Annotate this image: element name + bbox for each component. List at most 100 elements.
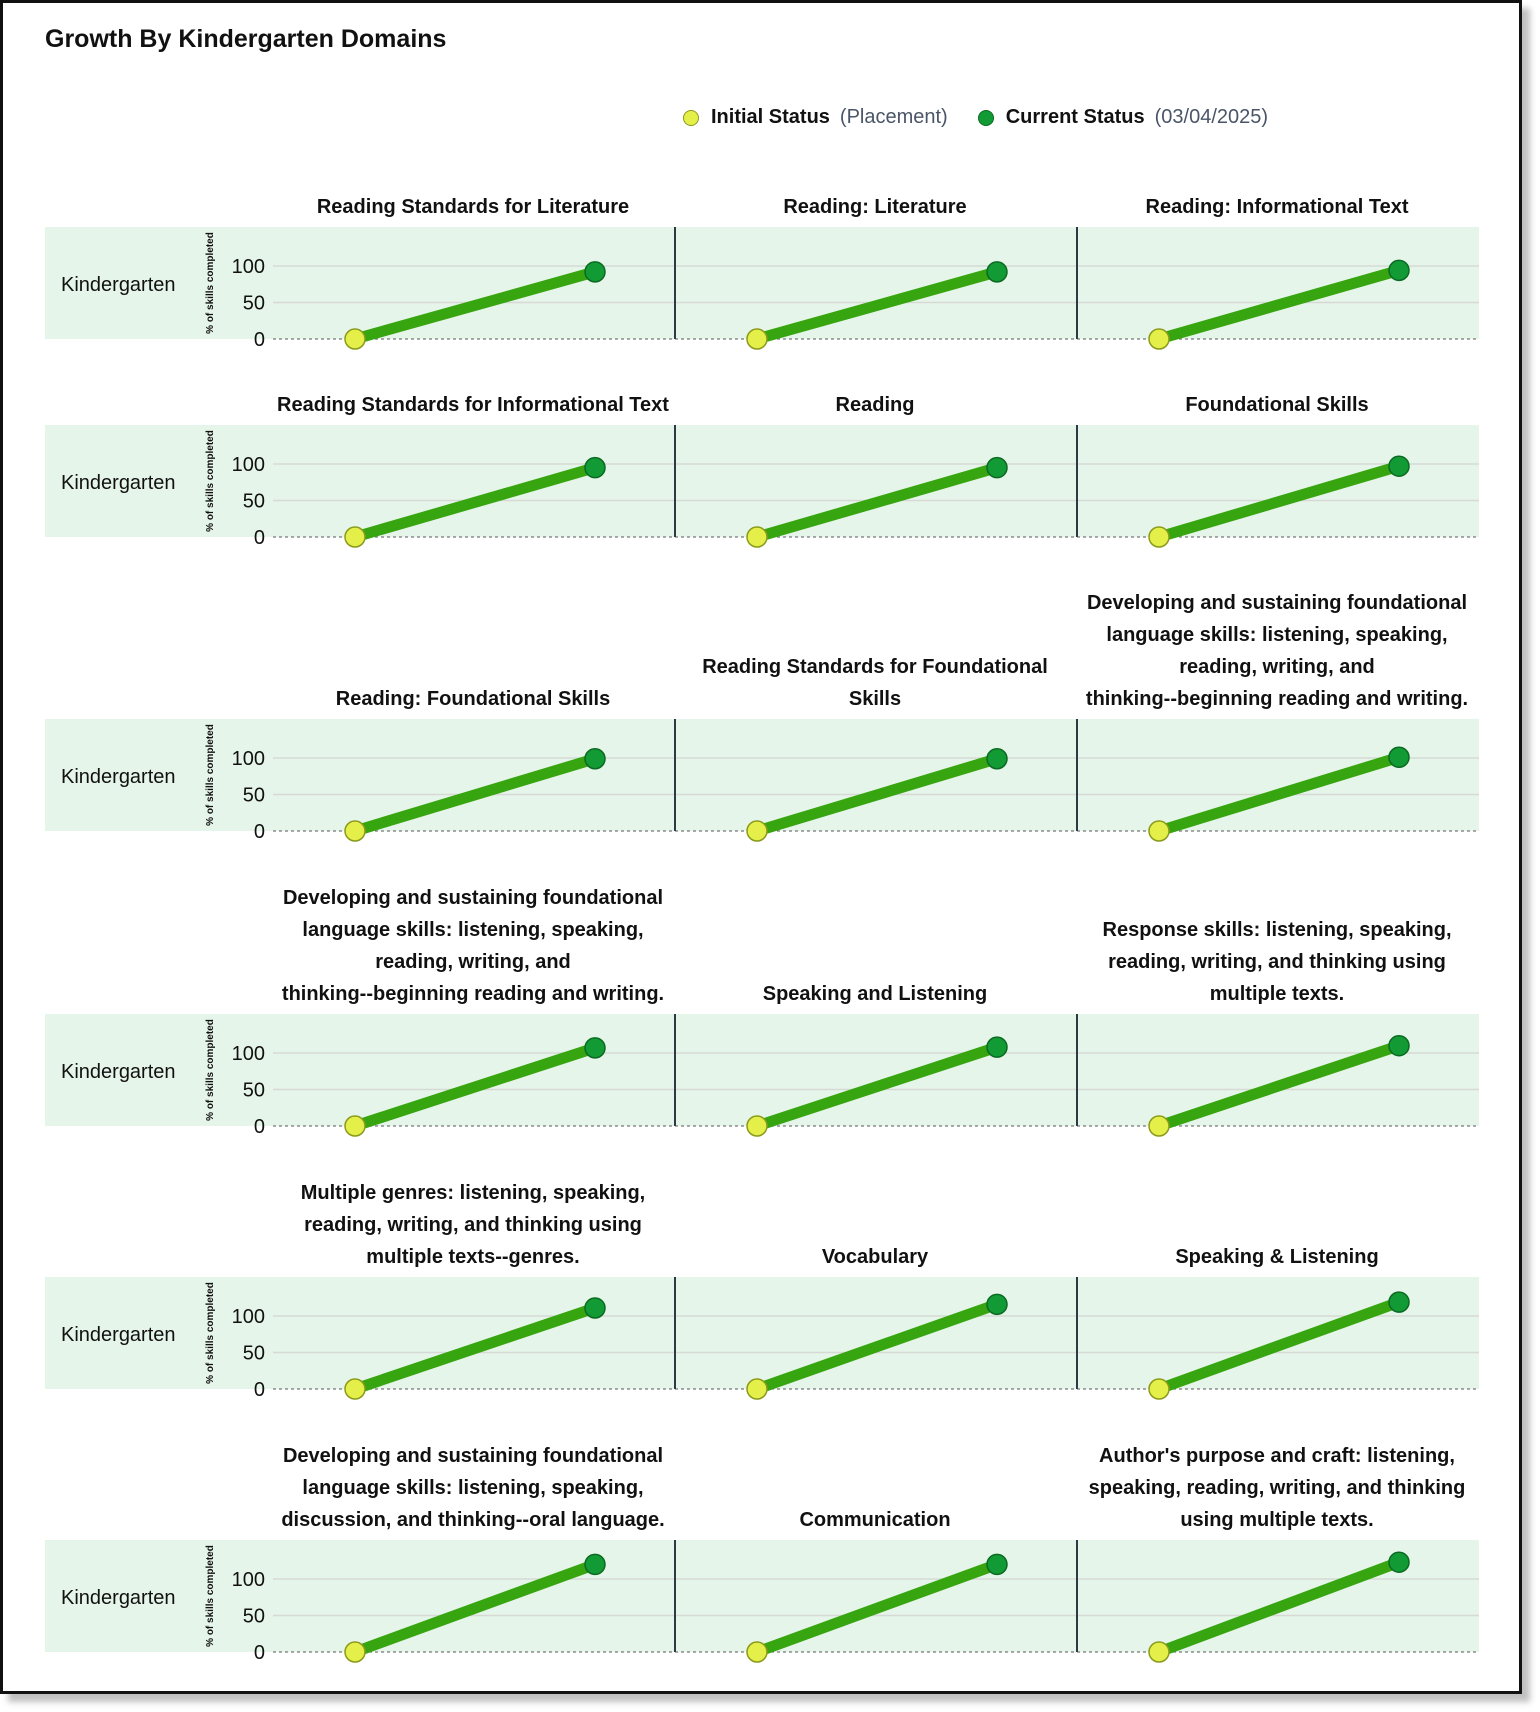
legend-initial-label: Initial Status: [711, 106, 830, 128]
initial-status-point: [746, 1115, 768, 1137]
panel-title: thinking--beginning reading and writing.: [282, 983, 664, 1005]
growth-line: [751, 1298, 1003, 1395]
panel-title: language skills: listening, speaking,: [302, 1477, 643, 1499]
panel-title: reading, writing, and thinking using: [304, 1214, 642, 1236]
panel-title: Reading: Informational Text: [1146, 196, 1409, 218]
initial-status-point: [344, 1378, 366, 1400]
row-label: Kindergarten: [61, 472, 176, 494]
y-tick-label: 50: [243, 1606, 265, 1628]
row-label: Kindergarten: [61, 1061, 176, 1083]
panel-title: language skills: listening, speaking,: [302, 919, 643, 941]
initial-status-point: [1148, 526, 1170, 548]
y-axis-title: % of skills completed: [205, 232, 216, 334]
y-tick-label: 100: [232, 1306, 265, 1328]
y-tick-label: 50: [243, 785, 265, 807]
current-status-point: [1388, 259, 1410, 282]
panel-title: Developing and sustaining foundational: [1087, 592, 1467, 614]
current-status-point: [1388, 1291, 1410, 1313]
initial-status-point: [344, 1641, 366, 1663]
page-title: Growth By Kindergarten Domains: [45, 25, 447, 53]
y-tick-label: 100: [232, 1569, 265, 1591]
panel-title: multiple texts--genres.: [366, 1246, 579, 1268]
panel-title: Reading: Literature: [783, 196, 966, 218]
y-axis-title: % of skills completed: [205, 1545, 216, 1647]
y-axis-title: % of skills completed: [205, 1282, 216, 1384]
y-axis-title: % of skills completed: [205, 724, 216, 826]
y-tick-label: 0: [254, 1379, 265, 1401]
panel-title: Vocabulary: [822, 1246, 929, 1268]
initial-status-point: [746, 1378, 768, 1400]
panel-title: Reading: Foundational Skills: [336, 688, 610, 710]
initial-status-point: [746, 328, 768, 350]
growth-line: [1153, 264, 1405, 345]
growth-line: [751, 753, 1003, 837]
panel-title: Skills: [849, 688, 901, 710]
panel-title: Developing and sustaining foundational: [283, 887, 663, 909]
initial-status-point: [1148, 1641, 1170, 1663]
y-tick-label: 100: [232, 454, 265, 476]
growth-line: [349, 1558, 601, 1658]
initial-status-dot-icon: [683, 109, 699, 126]
panel-title: Reading Standards for Informational Text: [277, 394, 669, 416]
y-tick-label: 50: [243, 1080, 265, 1102]
current-status-point: [584, 1553, 606, 1576]
panel-title: Reading: [836, 394, 915, 416]
growth-line: [1153, 751, 1405, 837]
panel-title: Response skills: listening, speaking,: [1103, 919, 1452, 941]
panel-title: discussion, and thinking--oral language.: [281, 1509, 664, 1531]
current-status-point: [986, 456, 1008, 479]
row-band: [45, 719, 1479, 831]
y-tick-label: 100: [232, 748, 265, 770]
panel-title: multiple texts.: [1210, 983, 1344, 1005]
row-label: Kindergarten: [61, 1324, 176, 1346]
row-label: Kindergarten: [61, 1587, 176, 1609]
initial-status-point: [1148, 328, 1170, 350]
growth-chart: Kindergarten 0 50 100 % of skills completed R…: [45, 196, 1479, 1664]
row-band: [45, 1014, 1479, 1126]
row-band: [45, 1540, 1479, 1652]
panel-title: Multiple genres: listening, speaking,: [301, 1182, 646, 1204]
y-axis-title: % of skills completed: [205, 430, 216, 532]
row-band: [45, 425, 1479, 537]
row-band: [45, 227, 1479, 339]
growth-line: [1153, 1040, 1405, 1132]
current-status-point: [986, 1293, 1008, 1316]
current-status-point: [584, 747, 606, 770]
growth-line: [751, 266, 1003, 345]
legend-current-sub: (03/04/2025): [1154, 106, 1269, 128]
growth-line: [751, 1041, 1003, 1132]
panel-title: Speaking and Listening: [763, 983, 987, 1005]
panel-title: Foundational Skills: [1185, 394, 1368, 416]
growth-line: [349, 462, 601, 543]
growth-line: [349, 753, 601, 837]
panel-title: reading, writing, and thinking using: [1108, 951, 1446, 973]
report-card: Growth By Kindergarten Domains Initial S…: [0, 0, 1522, 1694]
panel-title: Speaking & Listening: [1175, 1246, 1378, 1268]
panel-title: reading, writing, and: [1179, 656, 1375, 678]
current-status-point: [986, 261, 1008, 283]
y-tick-label: 50: [243, 491, 265, 513]
initial-status-point: [344, 1115, 366, 1137]
initial-status-point: [344, 820, 366, 842]
growth-line: [751, 462, 1003, 543]
initial-status-point: [344, 328, 366, 350]
current-status-point: [1388, 455, 1410, 477]
legend-item-initial: Initial Status (Placement): [683, 106, 948, 129]
y-tick-label: 0: [254, 1642, 265, 1664]
row-label: Kindergarten: [61, 766, 176, 788]
growth-line: [1153, 460, 1405, 543]
current-status-point: [584, 456, 606, 479]
growth-line: [1153, 1556, 1405, 1658]
growth-line: [349, 1042, 601, 1132]
y-tick-label: 0: [254, 821, 265, 843]
panel-title: Author's purpose and craft: listening,: [1099, 1445, 1455, 1467]
initial-status-point: [746, 526, 768, 548]
growth-line: [1153, 1296, 1405, 1395]
panel-title: Developing and sustaining foundational: [283, 1445, 663, 1467]
y-tick-label: 0: [254, 527, 265, 549]
current-status-point: [986, 747, 1008, 770]
current-status-dot-icon: [977, 109, 994, 126]
panel-title: Reading Standards for Literature: [317, 196, 629, 218]
current-status-point: [1388, 1551, 1410, 1573]
panel-title: using multiple texts.: [1180, 1509, 1373, 1531]
